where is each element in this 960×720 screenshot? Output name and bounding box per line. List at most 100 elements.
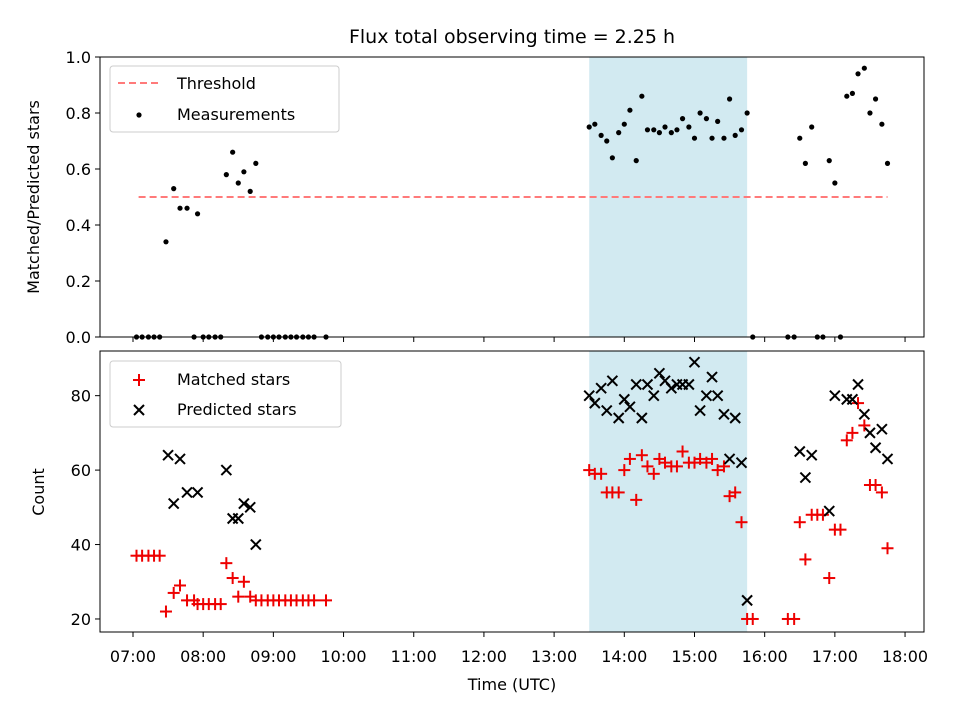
predicted-point [589,397,601,409]
matched-point [320,594,333,607]
predicted-point [846,393,859,406]
measurement-point [867,110,873,116]
predicted-point [191,486,204,499]
predicted-point [618,393,631,406]
x-axis-label: Time (UTC) [467,675,556,694]
matched-point [623,452,636,465]
predicted-point [858,408,871,420]
matched-point [153,549,166,562]
matched-point [706,452,719,465]
matched-point [647,467,660,480]
measurement-point [662,124,668,130]
top-legend-box [109,65,340,133]
predicted-point [244,501,256,514]
matched-point [214,598,227,611]
predicted-point [250,538,262,551]
measurement-point [738,127,745,133]
x-tick-label: 16:00 [742,647,788,666]
matched-point [846,426,859,439]
matched-point [869,478,882,491]
measurement-point [194,211,201,217]
predicted-point [718,408,730,420]
predicted-point [799,471,812,484]
top-y-tick-label: 0.4 [66,216,91,235]
predicted-point [741,594,753,607]
legend-predicted-label: Predicted stars [177,400,297,419]
series-predicted-stars [162,356,894,607]
measurement-point [697,110,703,116]
measurement-point [849,90,856,96]
matched-point [711,464,724,477]
predicted-point [688,356,701,368]
predicted-point [624,401,636,413]
measurement-point [592,121,598,127]
matched-point [729,486,742,499]
x-tick-label: 08:00 [180,647,226,666]
matched-point [232,590,245,603]
x-tick-label: 14:00 [601,647,647,666]
matched-point [852,397,865,410]
matched-point [308,594,321,607]
predicted-point [876,423,888,435]
matched-point [167,586,180,599]
measurement-point [616,130,622,136]
x-tick-label: 12:00 [461,647,507,666]
matched-point [793,516,806,529]
measurement-point [674,127,680,133]
measurement-point [861,65,867,71]
measurement-point [679,116,686,122]
matched-point [875,486,888,499]
predicted-point [641,378,654,391]
measurement-point [171,186,177,192]
predicted-point [648,389,660,402]
x-tick-label: 07:00 [110,647,156,666]
predicted-point [636,412,648,424]
measurement-point [627,107,633,113]
legend-matched-swatch [133,374,145,386]
bottom-y-tick-label: 80 [71,387,91,406]
predicted-point [683,378,695,391]
matched-point [834,523,847,536]
predicted-point [700,389,713,402]
predicted-point [723,453,736,465]
matched-point [220,557,233,570]
measurement-point [709,135,715,141]
measurement-point [586,124,592,130]
x-tick-label: 17:00 [812,647,858,666]
matched-point [612,486,625,499]
matched-point [159,605,172,618]
matched-point [635,449,648,462]
predicted-point [694,404,706,417]
measurement-point [832,180,838,186]
x-tick-label: 15:00 [671,647,717,666]
series-measurements [133,65,891,340]
measurement-point [721,135,727,141]
predicted-point [162,449,174,461]
measurement-point [235,180,241,186]
top-y-tick-label: 0.6 [66,160,91,179]
bottom-axes-frame [99,350,925,633]
measurement-point [604,138,610,144]
measurement-point [247,188,253,194]
x-tick-label: 10:00 [320,647,366,666]
measurement-point [633,158,639,164]
top-y-tick-label: 0.0 [66,328,91,347]
matched-point [237,575,250,588]
predicted-point [220,464,233,476]
bottom-y-tick-label: 60 [71,461,91,480]
measurement-point [230,149,236,155]
bottom-y-axis-label: Count [29,468,48,516]
matched-point [694,452,707,465]
matched-point [174,579,187,592]
measurement-point [644,127,651,133]
measurement-point [744,110,750,116]
measurement-point [223,172,229,178]
measurement-point [691,135,698,141]
matched-point [746,612,759,625]
legend-threshold-label: Threshold [176,74,256,93]
matched-point [676,445,689,458]
bottom-legend-box [109,360,342,428]
matched-point [788,612,801,625]
measurement-point [802,160,808,166]
top-y-tick-label: 1.0 [66,48,91,67]
